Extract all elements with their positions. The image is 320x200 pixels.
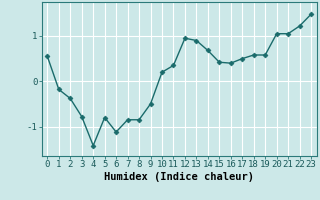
X-axis label: Humidex (Indice chaleur): Humidex (Indice chaleur) [104, 172, 254, 182]
